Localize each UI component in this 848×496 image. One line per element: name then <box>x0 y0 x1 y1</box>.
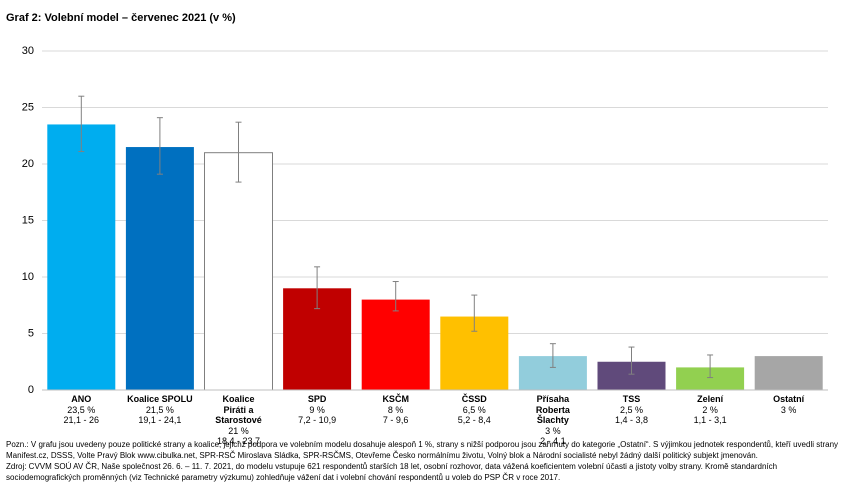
y-tick-label: 25 <box>22 101 34 113</box>
category-label: SPD 9 % 7,2 - 10,9 <box>278 394 357 426</box>
range-label: 19,1 - 24,1 <box>138 415 182 425</box>
y-tick-label: 15 <box>22 214 34 226</box>
value-label: 23,5 % <box>67 404 96 415</box>
value-label: 21,5 % <box>145 404 174 415</box>
note: Pozn.: V grafu jsou uvedeny pouze politi… <box>6 440 839 460</box>
bar <box>125 147 194 390</box>
range-label: 7,2 - 10,9 <box>298 415 337 425</box>
chart: Graf 2: Volební model – červenec 2021 (v… <box>6 12 828 396</box>
range-label: 5,2 - 8,4 <box>457 415 491 425</box>
category-name: Koalice SPOLU <box>127 394 193 404</box>
category-name: Přísaha Roberta Šlachty <box>535 394 570 425</box>
bar <box>754 356 823 390</box>
category-label: Přísaha Roberta Šlachty 3 % 2 - 4,1 <box>514 394 593 447</box>
value-label: 3 % <box>545 425 561 436</box>
category-name: TSS <box>622 394 641 404</box>
category-label: ANO 23,5 % 21,1 - 26 <box>42 394 121 426</box>
bar <box>361 299 430 390</box>
category-label: Ostatní 3 % <box>749 394 828 415</box>
range-label: 18,4 - 23,7 <box>216 436 260 446</box>
category-name: Zelení <box>697 394 724 404</box>
value-label: 2,5 % <box>619 404 643 415</box>
value-label: 8 % <box>387 404 404 415</box>
category-name: Koalice Piráti a Starostové <box>215 394 262 425</box>
value-label: 6,5 % <box>462 404 486 415</box>
value-label: 2 % <box>702 404 718 415</box>
y-tick-label: 10 <box>22 271 34 283</box>
y-tick-label: 5 <box>28 327 34 339</box>
category-name: ČSSD <box>461 394 487 404</box>
category-label: Zelení 2 % 1,1 - 3,1 <box>671 394 750 426</box>
category-label: ČSSD 6,5 % 5,2 - 8,4 <box>435 394 514 426</box>
notes: Pozn.: V grafu jsou uvedeny pouze politi… <box>6 440 842 484</box>
y-tick-label: 0 <box>28 384 34 396</box>
chart-title: Graf 2: Volební model – červenec 2021 (v… <box>6 12 236 24</box>
range-label: 21,1 - 26 <box>63 415 100 425</box>
range-label: 1,1 - 3,1 <box>693 415 727 425</box>
value-label: 21 % <box>228 425 249 436</box>
note: Zdroj: CVVM SOÚ AV ČR, Naše společnost 2… <box>6 462 778 482</box>
category-label: Koalice Piráti a Starostové 21 % 18,4 - 23… <box>199 394 278 447</box>
range-label: 1,4 - 3,8 <box>614 415 648 425</box>
value-label: 3 % <box>780 404 797 415</box>
value-label: 9 % <box>309 404 325 415</box>
y-tick-label: 20 <box>22 158 34 170</box>
y-tick-label: 30 <box>22 45 34 57</box>
range-label: 2 - 4,1 <box>540 436 566 446</box>
category-label: KSČM 8 % 7 - 9,6 <box>356 394 435 426</box>
category-name: KSČM <box>382 394 409 404</box>
category-name: Ostatní <box>773 394 805 404</box>
category-name: ANO <box>71 394 92 404</box>
bar <box>204 152 273 391</box>
bar <box>676 367 745 390</box>
category-label: TSS 2,5 % 1,4 - 3,8 <box>592 394 671 426</box>
category-name: SPD <box>307 394 327 404</box>
bar <box>47 124 116 390</box>
category-label: Koalice SPOLU 21,5 % 19,1 - 24,1 <box>121 394 200 426</box>
range-label: 7 - 9,6 <box>382 415 409 425</box>
